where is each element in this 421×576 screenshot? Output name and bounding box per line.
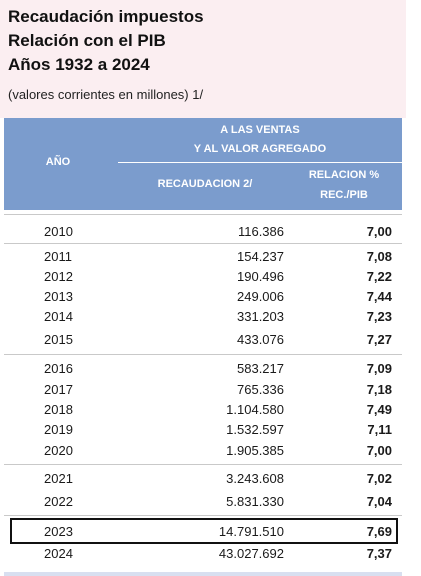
row-group-separator: [4, 354, 402, 355]
title-line-2: Relación con el PIB: [8, 31, 166, 50]
title-line-1: Recaudación impuestos: [8, 7, 204, 26]
cell-recaudacion: 1.905.385: [226, 443, 284, 458]
cell-recaudacion: 116.386: [237, 224, 284, 239]
header-relacion-line-2: REC./PIB: [320, 189, 368, 201]
table-row: 2021 3.243.608 7,02: [4, 469, 402, 488]
highlight-box-2023: [10, 518, 398, 544]
row-group-separator: [4, 243, 402, 244]
row-group-separator: [4, 515, 402, 516]
cell-recaudacion: 190.496: [237, 269, 284, 284]
header-group-line-1: A LAS VENTAS: [220, 124, 300, 136]
cell-relacion: 7,44: [366, 289, 392, 304]
cell-recaudacion: 3.243.608: [226, 471, 284, 486]
header-group-line-2: Y AL VALOR AGREGADO: [193, 143, 327, 155]
subtitle: (valores corrientes en millones) 1/: [8, 87, 204, 102]
table-row: 2020 1.905.385 7,00: [4, 441, 402, 460]
title-line-3: Años 1932 a 2024: [8, 55, 150, 74]
table-row: 2024 43.027.692 7,37: [4, 544, 402, 563]
cell-recaudacion: 154.237: [237, 249, 284, 264]
cell-relacion: 7,02: [366, 471, 392, 486]
cell-recaudacion: 765.336: [237, 382, 284, 397]
table-row: 2018 1.104.580 7,49: [4, 400, 402, 419]
table-row: 2016 583.217 7,09: [4, 359, 402, 378]
table-row: 2011 154.237 7,08: [4, 247, 402, 266]
cell-recaudacion: 433.076: [237, 332, 284, 347]
cell-year: 2023: [44, 524, 73, 539]
header-recaudacion: RECAUDACION 2/: [157, 178, 253, 190]
cell-year: 2011: [44, 249, 72, 264]
cell-relacion: 7,11: [367, 422, 392, 437]
header-relacion-line-1: RELACION %: [308, 169, 380, 181]
cell-relacion: 7,08: [366, 249, 392, 264]
cell-relacion: 7,22: [366, 269, 392, 284]
table-row: 2012 190.496 7,22: [4, 267, 402, 286]
cell-year: 2015: [44, 332, 73, 347]
cell-relacion: 7,37: [366, 546, 392, 561]
cell-year: 2024: [44, 546, 73, 561]
cell-recaudacion: 5.831.330: [226, 494, 284, 509]
cell-year: 2013: [44, 289, 73, 304]
cell-year: 2020: [44, 443, 73, 458]
cell-relacion: 7,09: [366, 361, 392, 376]
cell-recaudacion: 43.027.692: [218, 546, 284, 561]
table-row: 2010 116.386 7,00: [4, 222, 402, 241]
cell-year: 2019: [44, 422, 73, 437]
cell-year: 2018: [44, 402, 73, 417]
table-row: 2014 331.203 7,23: [4, 307, 402, 326]
table-row: 2013 249.006 7,44: [4, 287, 402, 306]
row-group-separator: [4, 464, 402, 465]
table-row: 2017 765.336 7,18: [4, 380, 402, 399]
cell-year: 2010: [44, 224, 73, 239]
cell-recaudacion: 14.791.510: [218, 524, 284, 539]
cell-relacion: 7,18: [366, 382, 392, 397]
cell-recaudacion: 331.203: [237, 309, 284, 324]
cell-year: 2016: [44, 361, 73, 376]
table-row: 2022 5.831.330 7,04: [4, 492, 402, 511]
cell-relacion: 7,69: [366, 524, 392, 539]
cell-relacion: 7,27: [366, 332, 392, 347]
table-row: 2015 433.076 7,27: [4, 330, 402, 349]
cell-relacion: 7,04: [366, 494, 392, 509]
cell-recaudacion: 583.217: [237, 361, 284, 376]
cell-year: 2014: [44, 309, 73, 324]
header-divider: [118, 162, 402, 163]
title-block: Recaudación impuestos Relación con el PI…: [0, 0, 406, 118]
table-row: 2023 14.791.510 7,69: [4, 522, 402, 541]
table-row: 2019 1.532.597 7,11: [4, 420, 402, 439]
cell-year: 2012: [44, 269, 73, 284]
table-bottom-strip: [4, 572, 402, 576]
cell-year: 2017: [44, 382, 73, 397]
table-header: [4, 118, 402, 210]
cell-relacion: 7,23: [366, 309, 392, 324]
cell-relacion: 7,00: [366, 443, 392, 458]
cell-recaudacion: 249.006: [237, 289, 284, 304]
cell-relacion: 7,00: [366, 224, 392, 239]
cell-relacion: 7,49: [366, 402, 392, 417]
row-group-separator: [4, 214, 402, 215]
cell-year: 2022: [44, 494, 73, 509]
cell-recaudacion: 1.104.580: [226, 402, 284, 417]
cell-year: 2021: [44, 471, 73, 486]
cell-recaudacion: 1.532.597: [226, 422, 284, 437]
header-year: AÑO: [45, 156, 71, 168]
